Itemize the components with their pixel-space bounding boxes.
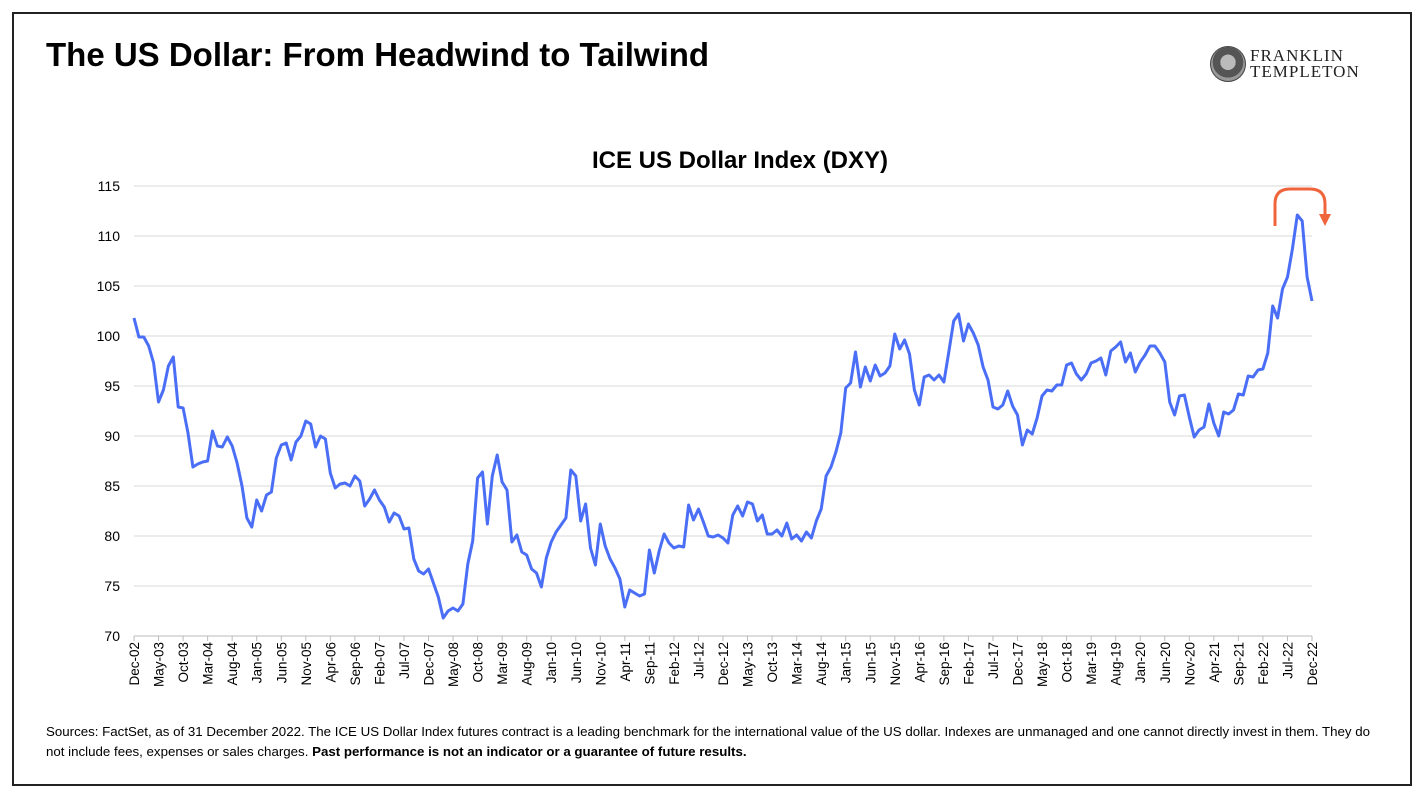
- x-tick-label: Feb-12: [667, 642, 682, 685]
- franklin-portrait-icon: [1210, 46, 1246, 82]
- chart-title: ICE US Dollar Index (DXY): [592, 147, 888, 174]
- x-tick-label: Feb-22: [1256, 642, 1271, 685]
- x-tick-label: Feb-07: [372, 642, 387, 685]
- x-tick-label: Jul-12: [691, 642, 706, 679]
- x-tick-label: May-13: [741, 642, 756, 687]
- slide-title: The US Dollar: From Headwind to Tailwind: [46, 36, 710, 73]
- x-tick-label: May-18: [1035, 642, 1050, 687]
- y-tick-label: 70: [104, 628, 120, 644]
- x-tick-label: Sep-21: [1231, 642, 1246, 686]
- x-tick-label: Oct-03: [176, 642, 191, 683]
- x-tick-label: Dec-02: [127, 642, 142, 686]
- dxy-line-chart: ICE US Dollar Index (DXY) 70 75 80 85 90 95 10…: [97, 147, 1331, 687]
- x-tick-label: Apr-06: [323, 642, 338, 683]
- x-tick-label: May-03: [152, 642, 167, 687]
- x-tick-label: Dec-17: [1011, 642, 1026, 686]
- x-tick-label: Jun-15: [863, 642, 878, 683]
- x-tick-label: Mar-09: [495, 642, 510, 685]
- y-tick-label: 95: [104, 378, 120, 394]
- x-tick-label: Apr-16: [912, 642, 927, 683]
- reversal-arrow-icon: [1273, 187, 1331, 226]
- x-tick-label: Jul-17: [986, 642, 1001, 679]
- x-tick-label: Apr-11: [618, 642, 633, 682]
- x-tick-label: Feb-17: [961, 642, 976, 685]
- x-tick-label: Dec-12: [716, 642, 731, 686]
- x-tick-label: Sep-06: [348, 642, 363, 686]
- y-tick-label: 75: [104, 578, 120, 594]
- y-tick-label: 85: [104, 478, 120, 494]
- x-tick-label: Aug-19: [1109, 642, 1124, 686]
- slide-frame: [12, 12, 1412, 786]
- x-tick-label: Mar-04: [201, 642, 216, 685]
- x-tick-label: Jun-05: [274, 642, 289, 683]
- x-tick-label: Jan-15: [839, 642, 854, 683]
- x-tick-label: Oct-18: [1060, 642, 1075, 683]
- dxy-series-line: [132, 213, 1314, 620]
- y-tick-label: 105: [97, 278, 121, 294]
- x-tick-label: Mar-19: [1084, 642, 1099, 685]
- x-tick-label: Sep-16: [937, 642, 952, 686]
- x-tick-label: Nov-10: [593, 642, 608, 686]
- x-tick-label: Aug-14: [814, 642, 829, 686]
- x-tick-label: Jan-05: [250, 642, 265, 683]
- x-tick-label: Nov-20: [1182, 642, 1197, 686]
- x-tick-label: May-08: [446, 642, 461, 687]
- y-tick-label: 80: [104, 528, 120, 544]
- x-tick-label: Oct-08: [471, 642, 486, 683]
- x-tick-label: Dec-22: [1305, 642, 1320, 686]
- x-tick-label: Oct-13: [765, 642, 780, 683]
- x-tick-label: Nov-15: [888, 642, 903, 686]
- x-tick-label: Jul-22: [1280, 642, 1295, 679]
- x-tick-label: Jun-10: [569, 642, 584, 683]
- x-tick-label: Dec-07: [422, 642, 437, 686]
- x-tick-label: Aug-04: [225, 642, 240, 686]
- logo-line-1: FRANKLIN: [1250, 46, 1344, 65]
- x-tick-label: Apr-21: [1207, 642, 1222, 683]
- y-tick-label: 115: [98, 178, 121, 194]
- y-tick-label: 90: [104, 428, 120, 444]
- x-tick-label: Aug-09: [520, 642, 535, 686]
- x-tick-label: Nov-05: [299, 642, 314, 686]
- x-tick-label: Jul-07: [397, 642, 412, 679]
- x-tick-label: Jan-10: [544, 642, 559, 683]
- x-tick-label: Jun-20: [1158, 642, 1173, 683]
- disclaimer-text: Past performance is not an indicator or …: [312, 744, 747, 759]
- sources-note: Sources: FactSet, as of 31 December 2022…: [46, 722, 1386, 762]
- sources-text: Sources: FactSet, as of 31 December 2022…: [46, 724, 1371, 759]
- y-tick-label: 110: [98, 228, 121, 244]
- y-tick-label: 100: [97, 328, 121, 344]
- franklin-templeton-logo: FRANKLIN TEMPLETON: [1210, 46, 1360, 82]
- logo-line-2: TEMPLETON: [1250, 62, 1360, 81]
- x-tick-label: Mar-14: [790, 642, 805, 685]
- x-tick-label: Jan-20: [1133, 642, 1148, 683]
- x-tick-label: Sep-11: [642, 642, 657, 685]
